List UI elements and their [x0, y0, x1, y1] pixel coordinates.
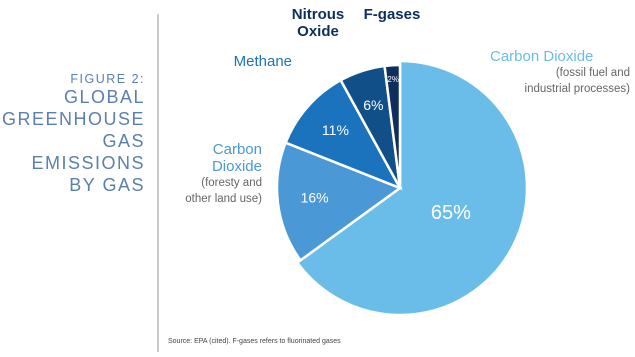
category-label-box: F-gases: [352, 6, 432, 23]
title-line: GLOBAL: [63, 87, 145, 107]
category-label: Carbon Dioxide: [490, 48, 594, 65]
figure-label: FIGURE 2:: [70, 72, 145, 86]
category-label-box: Carbon Dioxide (foresty and other land us…: [172, 141, 262, 207]
slice: [383, 63, 402, 189]
category-label: Nitrous Oxide: [291, 6, 345, 40]
value-label: 65%: [431, 202, 471, 224]
value-label: 6%: [363, 97, 383, 113]
title-line: BY GAS: [69, 175, 145, 195]
category-label: Methane: [233, 53, 292, 70]
category-label-box: Carbon Dioxide (fossil fuel and industria…: [490, 48, 630, 97]
slice: [275, 141, 403, 263]
slice: [284, 78, 403, 191]
value-label: 16%: [301, 189, 329, 205]
title-line: GAS: [102, 131, 145, 151]
category-label-box: Nitrous Oxide: [288, 6, 348, 40]
slice: [295, 59, 529, 317]
value-label: 11%: [322, 122, 349, 138]
title-line: GREENHOUSE: [1, 109, 145, 129]
category-label-box: Methane: [220, 53, 292, 70]
category-label: Carbon Dioxide: [211, 141, 262, 175]
pie: 65% 16% 11% 6% 2%: [275, 59, 529, 317]
category-label: F-gases: [363, 6, 421, 23]
category-description: (foresty and other land use): [185, 177, 262, 205]
title-line: EMISSIONS: [31, 153, 145, 173]
value-label: 2%: [387, 75, 399, 84]
source: Source: EPA (cited). F-gases refers to f…: [168, 338, 341, 345]
category-description: (fossil fuel and industrial processes): [524, 67, 630, 95]
